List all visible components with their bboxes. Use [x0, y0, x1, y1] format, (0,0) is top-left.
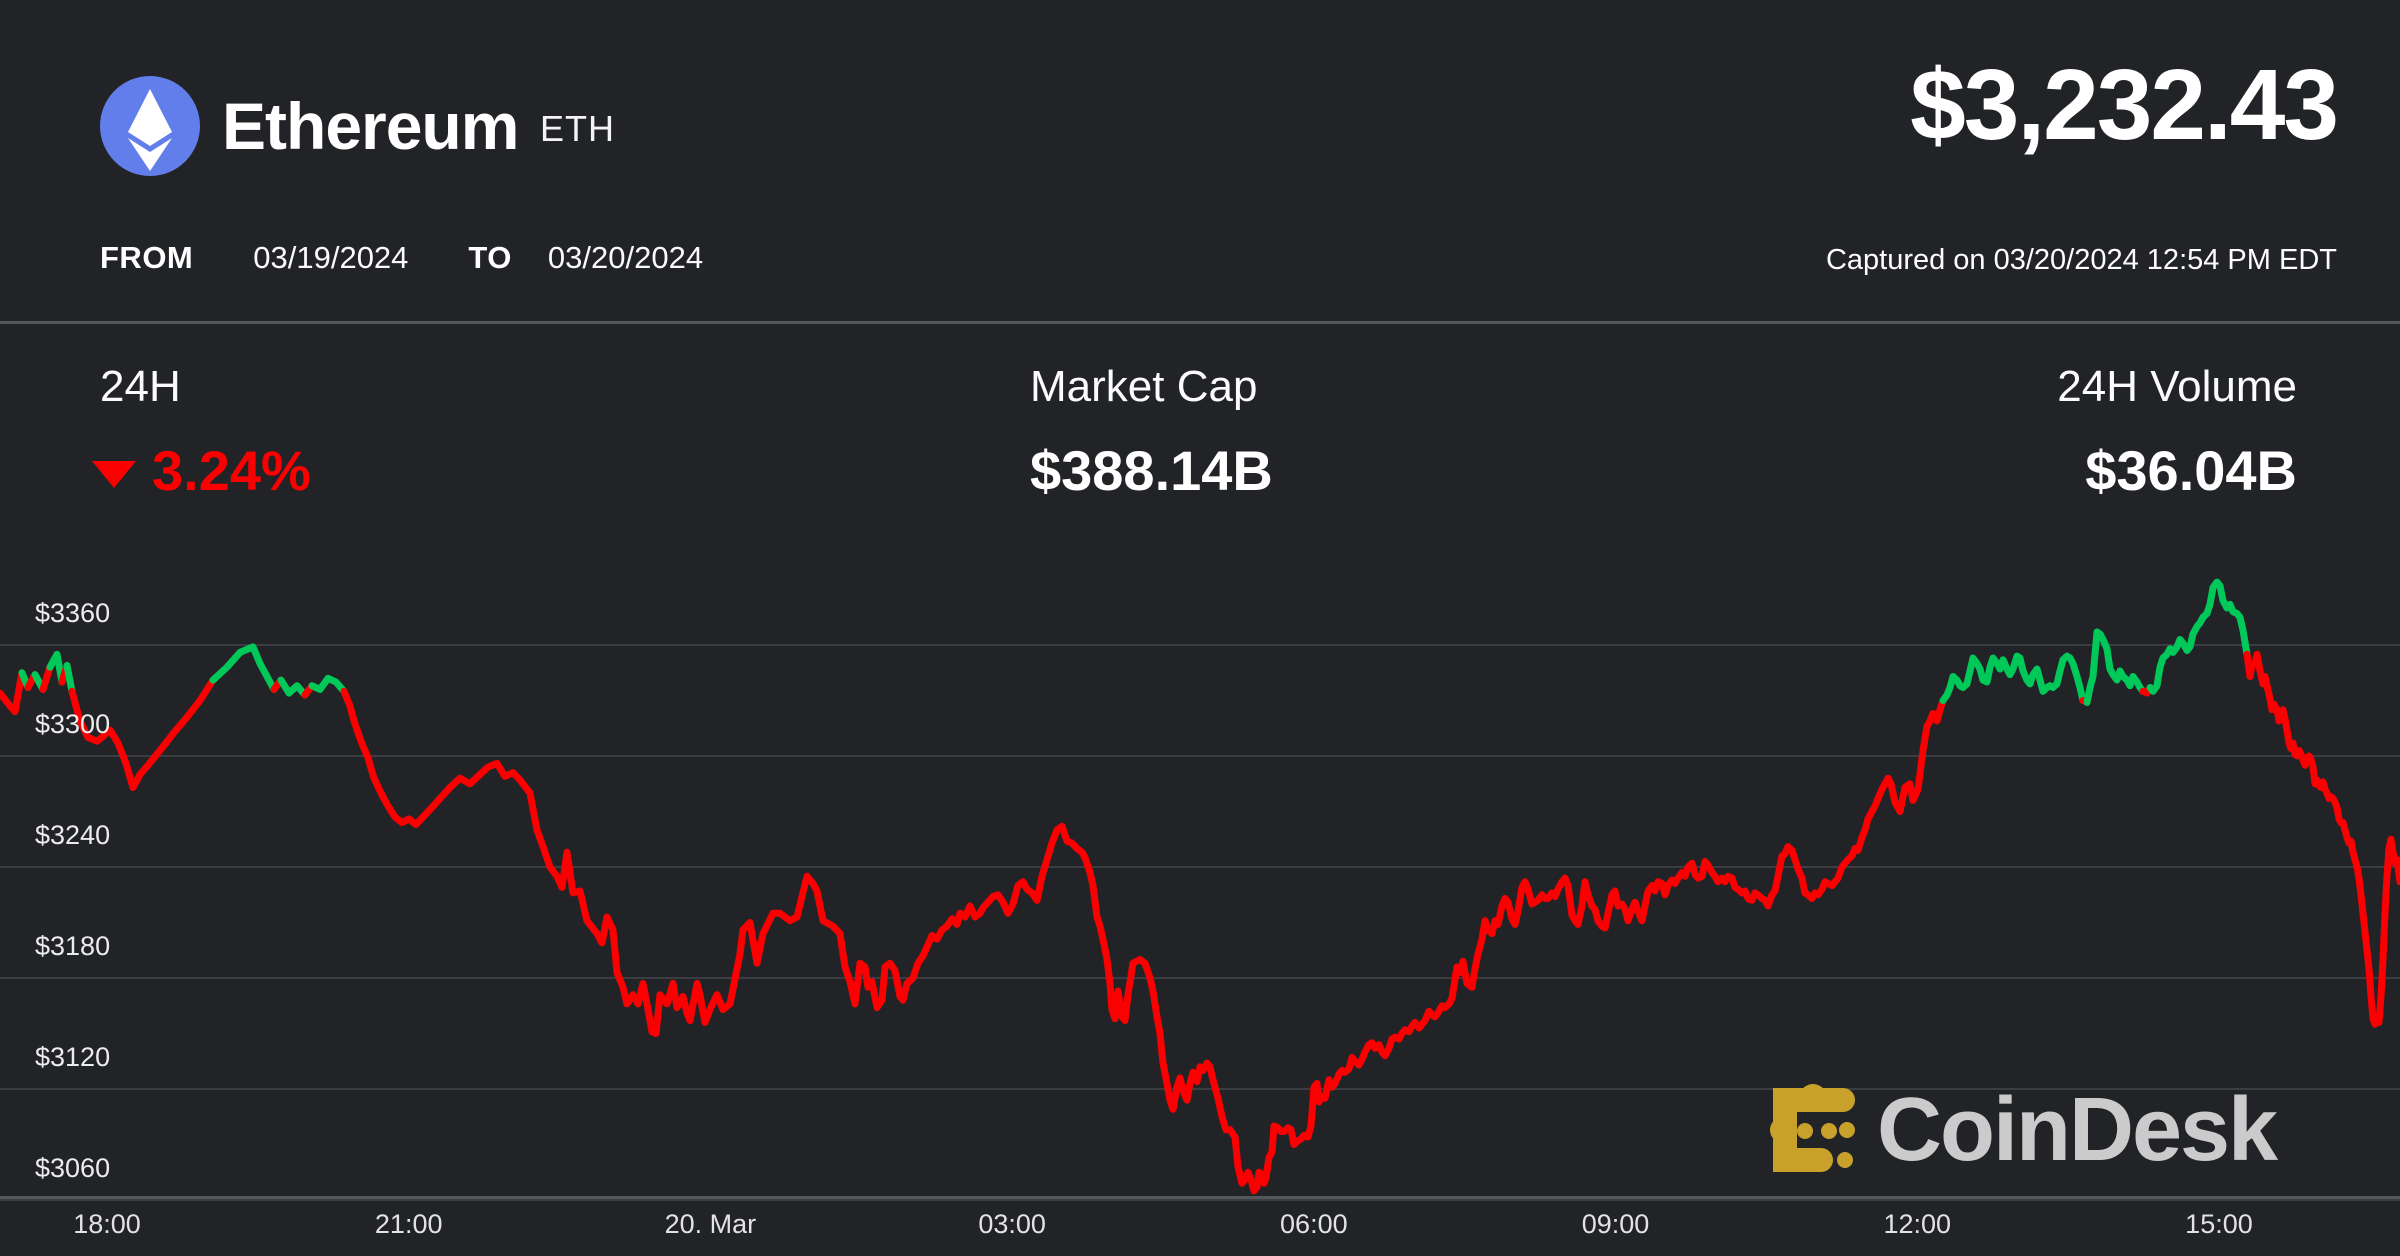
arrow-down-icon: [92, 461, 136, 488]
price-line-up-segment: [1939, 652, 2087, 704]
coin-ticker: ETH: [540, 108, 615, 149]
to-label: TO: [468, 240, 512, 275]
gridline: [0, 644, 2400, 646]
header-divider: [0, 321, 2400, 324]
y-axis-label: $3360: [35, 598, 111, 628]
x-axis-label: 18:00: [73, 1209, 141, 1239]
price-line-down-segment: [68, 676, 217, 791]
ethereum-logo-icon: [100, 76, 200, 176]
from-label: FROM: [100, 240, 194, 275]
coindesk-watermark: CoinDesk: [1763, 1078, 2278, 1182]
change-label: 24H: [100, 362, 181, 411]
market-cap-label: Market Cap: [1030, 362, 1258, 411]
gridline: [0, 1199, 2400, 1201]
price-line-up-segment: [63, 661, 76, 695]
change-value-row: 3.24%: [92, 438, 311, 503]
captured-timestamp: Captured on 03/20/2024 12:54 PM EDT: [1825, 244, 2337, 276]
gridline: [0, 866, 2400, 868]
price-line-down-segment: [2243, 650, 2400, 1028]
market-cap-value: $388.14B: [1030, 439, 1273, 502]
price-line-down-segment: [340, 687, 1947, 1195]
volume-label: 24H Volume: [2057, 362, 2297, 411]
price-line-up-segment: [209, 643, 278, 693]
x-axis-label: 09:00: [1581, 1209, 1650, 1239]
price-line-down-segment: [0, 669, 26, 716]
y-axis-label: $3120: [35, 1042, 111, 1072]
price-line-up-segment: [2146, 578, 2251, 695]
x-axis-label: 21:00: [374, 1209, 443, 1239]
coin-name: Ethereum: [222, 89, 519, 163]
x-axis-label: 15:00: [2185, 1209, 2253, 1239]
volume-value: $36.04B: [2085, 439, 2297, 502]
y-axis-label: $3300: [35, 709, 111, 739]
date-range: FROM 03/19/2024 TO 03/20/2024: [100, 240, 703, 276]
chart-bottom-border: [0, 1196, 2400, 1199]
x-axis-label: 03:00: [978, 1209, 1046, 1239]
coindesk-wordmark: CoinDesk: [1877, 1079, 2278, 1180]
price-line-up-segment: [308, 674, 348, 695]
y-axis-label: $3240: [35, 820, 111, 850]
x-axis-label: 12:00: [1883, 1209, 1952, 1239]
price-line-up-segment: [277, 676, 309, 699]
x-axis-label: 20. Mar: [664, 1209, 757, 1239]
x-axis-label: 06:00: [1280, 1209, 1348, 1239]
price-line-up-segment: [2083, 628, 2147, 706]
to-date: 03/20/2024: [547, 240, 704, 275]
gridline: [0, 755, 2400, 757]
coindesk-logo-mark-icon: [1770, 1084, 1855, 1172]
from-date: 03/19/2024: [253, 240, 409, 275]
y-axis-label: $3180: [35, 931, 111, 961]
y-axis-label: $3060: [35, 1153, 111, 1183]
price-line-up-segment: [46, 650, 66, 686]
gridline: [0, 1088, 2400, 1090]
price-line-down-segment: [39, 663, 54, 693]
change-value: 3.24%: [152, 439, 311, 502]
gridline: [0, 977, 2400, 979]
current-price: $3,232.43: [1910, 49, 2339, 161]
